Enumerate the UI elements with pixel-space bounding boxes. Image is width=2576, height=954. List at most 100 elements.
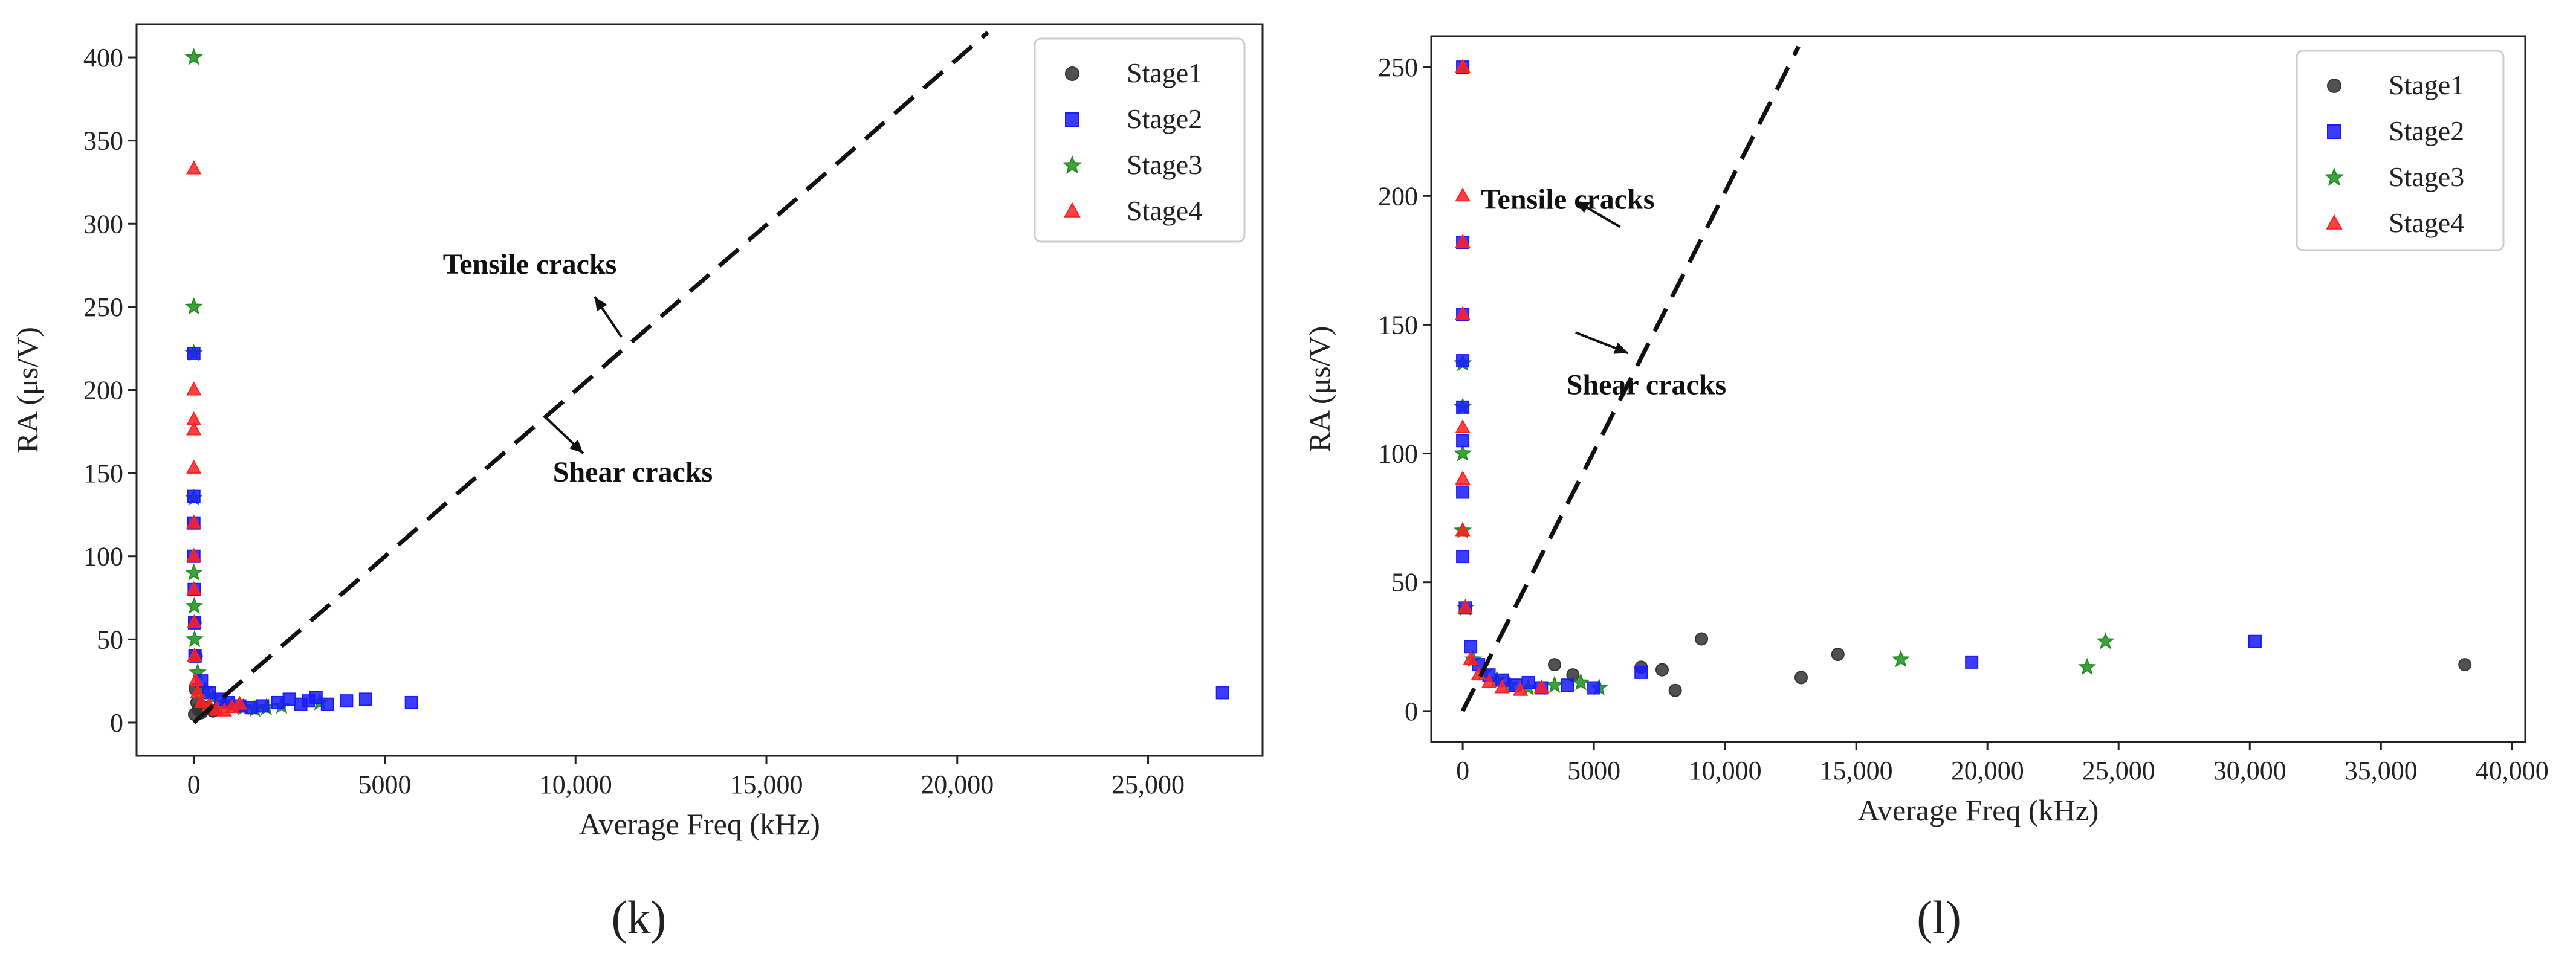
- point-stage4: [186, 581, 202, 595]
- point-stage3: [2096, 631, 2115, 649]
- shear-cracks-label: Shear cracks: [1567, 369, 1726, 401]
- y-tick-label: 200: [83, 376, 123, 405]
- x-tick-label: 10,000: [539, 770, 612, 799]
- legend: Stage1 Stage2 Stage3 Stage4: [2296, 50, 2505, 251]
- point-stage4: [1481, 674, 1497, 688]
- point-stage4: [1457, 599, 1474, 614]
- x-tick-label: 20,000: [1951, 756, 2024, 785]
- x-tick-label: 10,000: [1689, 756, 1762, 785]
- point-stage3: [185, 630, 204, 648]
- point-stage1: [1831, 648, 1845, 662]
- legend-label-stage1: Stage1: [2389, 69, 2464, 100]
- y-tick-label: 200: [1378, 181, 1418, 211]
- point-stage3: [1891, 649, 1910, 668]
- point-stage2: [256, 699, 270, 713]
- series-stage1: [1548, 632, 2472, 697]
- point-stage2: [358, 692, 372, 706]
- point-stage2: [1464, 640, 1478, 654]
- point-stage2: [2248, 634, 2262, 648]
- point-stage2: [1456, 485, 1470, 499]
- point-stage2: [244, 701, 258, 715]
- shear-cracks-label: Shear cracks: [553, 456, 713, 488]
- tensile-cracks-label: Tensile cracks: [443, 248, 617, 280]
- annotation-arrow-head: [1613, 342, 1628, 354]
- point-stage4: [1533, 679, 1549, 694]
- point-stage3: [2078, 657, 2097, 675]
- point-stage1: [2458, 658, 2472, 672]
- y-tick-label: 150: [1378, 310, 1418, 340]
- point-stage1: [1695, 632, 1709, 646]
- panel-label-l: (l): [1917, 891, 1961, 944]
- series-stage4: [186, 160, 248, 717]
- legend-frame: [2296, 50, 2505, 251]
- x-axis-label: Average Freq (kHz): [1858, 793, 2099, 827]
- y-tick-label: 250: [83, 292, 123, 322]
- plot-area: [184, 31, 1229, 724]
- legend-label-stage2: Stage2: [1127, 103, 1202, 134]
- point-stage2: [1521, 675, 1535, 689]
- legend-marker-stage4: [1064, 202, 1081, 218]
- legend-marker-stage3: [1062, 155, 1083, 174]
- series-stage2: [187, 346, 1229, 715]
- point-stage2: [320, 697, 334, 711]
- series-stage3: [1453, 353, 2115, 696]
- point-stage2: [404, 695, 418, 709]
- annotation-arrow-head: [1575, 201, 1590, 213]
- point-stage2: [271, 695, 285, 709]
- point-stage2: [187, 489, 201, 503]
- x-tick-label: 25,000: [1112, 770, 1185, 799]
- x-tick-label: 15,000: [1820, 756, 1893, 785]
- y-tick-label: 50: [1391, 568, 1418, 598]
- series-stage4: [1455, 59, 1549, 696]
- point-stage4: [190, 684, 205, 698]
- x-tick-label: 20,000: [921, 770, 994, 799]
- y-tick-label: 0: [1405, 697, 1418, 726]
- point-stage3: [185, 596, 204, 614]
- legend-marker-stage2: [1065, 112, 1079, 127]
- crack-divider-line: [192, 31, 989, 724]
- legend-marker-stage1: [2327, 79, 2341, 93]
- legend-label-stage2: Stage2: [2389, 115, 2464, 146]
- x-tick-label: 5000: [1567, 756, 1620, 785]
- point-stage2: [187, 346, 201, 360]
- point-stage2: [340, 694, 354, 708]
- point-stage2: [1456, 434, 1470, 448]
- point-stage4: [186, 614, 202, 628]
- point-stage2: [1215, 686, 1229, 700]
- point-stage2: [1587, 681, 1601, 695]
- legend: Stage1 Stage2 Stage3 Stage4: [1034, 37, 1246, 243]
- x-axis-label: Average Freq (kHz): [579, 807, 820, 841]
- y-tick-label: 0: [110, 708, 123, 738]
- y-tick-label: 250: [1378, 53, 1418, 82]
- panel-label-k: (k): [612, 891, 667, 944]
- x-tick-label: 40,000: [2476, 756, 2549, 785]
- chart-panel-k: 0 5000 10,000 15,000 20,000 25,000 0 50 100 150 20…: [10, 23, 1264, 841]
- point-stage2: [282, 692, 296, 706]
- legend-frame: [1034, 37, 1246, 243]
- legend-label-stage3: Stage3: [2389, 161, 2464, 192]
- legend-marker-stage4: [2326, 214, 2343, 230]
- plot-frame: [1430, 35, 2526, 743]
- series-stage3: [184, 48, 329, 717]
- point-stage3: [184, 48, 203, 65]
- point-stage2: [1456, 354, 1470, 368]
- point-stage3: [1545, 675, 1564, 693]
- point-stage1: [1668, 683, 1682, 697]
- x-tick-label: 5000: [358, 770, 411, 799]
- crack-divider-line: [1460, 45, 1801, 712]
- y-tick-label: 300: [83, 209, 123, 239]
- point-stage4: [1512, 682, 1529, 696]
- point-stage3: [1454, 443, 1472, 462]
- point-stage2: [1965, 655, 1979, 669]
- point-stage4: [186, 514, 202, 529]
- y-tick-label: 50: [97, 625, 123, 654]
- annotation-arrow-head: [594, 297, 607, 312]
- point-stage4: [187, 647, 202, 662]
- point-stage4: [1455, 419, 1471, 433]
- legend-label-stage3: Stage3: [1127, 149, 1202, 180]
- x-tick-label: 0: [187, 770, 201, 799]
- legend-label-stage1: Stage1: [1127, 57, 1202, 88]
- point-stage2: [309, 691, 323, 704]
- point-stage4: [186, 547, 202, 562]
- plot-area: [1453, 45, 2472, 712]
